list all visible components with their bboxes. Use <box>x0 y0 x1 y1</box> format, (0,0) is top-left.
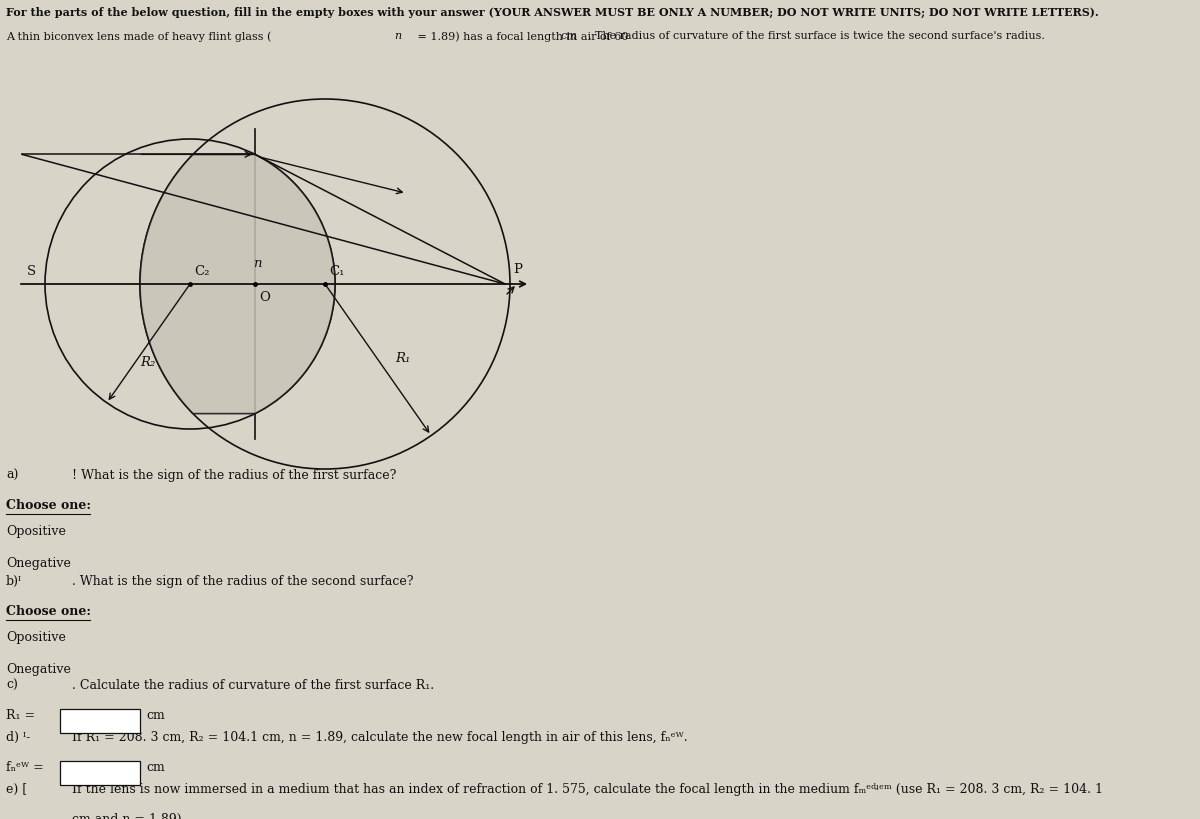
Text: For the parts of the below question, fill in the empty boxes with your answer (Y: For the parts of the below question, fil… <box>6 7 1099 18</box>
Text: S: S <box>28 265 36 278</box>
FancyBboxPatch shape <box>60 761 140 785</box>
Text: R₁: R₁ <box>395 352 410 365</box>
Text: . What is the sign of the radius of the second surface?: . What is the sign of the radius of the … <box>72 575 414 588</box>
Text: Onegative: Onegative <box>6 663 71 676</box>
FancyBboxPatch shape <box>60 709 140 733</box>
Text: fₙᵉᵂ =: fₙᵉᵂ = <box>6 761 43 774</box>
Text: Opositive: Opositive <box>6 525 66 538</box>
Text: ! What is the sign of the radius of the first surface?: ! What is the sign of the radius of the … <box>72 469 396 482</box>
Text: C₁: C₁ <box>329 265 344 278</box>
Text: R₂: R₂ <box>140 356 156 369</box>
Text: O: O <box>259 291 270 304</box>
Text: cm: cm <box>562 31 577 41</box>
Text: cm: cm <box>146 709 164 722</box>
Text: Onegative: Onegative <box>6 557 71 570</box>
Text: b)ᴵ: b)ᴵ <box>6 575 22 588</box>
Text: If R₁ = 208. 3 cm, R₂ = 104.1 cm, n = 1.89, calculate the new focal length in ai: If R₁ = 208. 3 cm, R₂ = 104.1 cm, n = 1.… <box>72 731 688 744</box>
Text: Choose one:: Choose one: <box>6 605 91 618</box>
Text: P: P <box>514 263 522 276</box>
Text: Opositive: Opositive <box>6 631 66 644</box>
Text: . Calculate the radius of curvature of the first surface R₁.: . Calculate the radius of curvature of t… <box>72 679 434 692</box>
Text: R₁ =: R₁ = <box>6 709 35 722</box>
Text: a): a) <box>6 469 18 482</box>
Text: n: n <box>394 31 401 41</box>
Text: Choose one:: Choose one: <box>6 499 91 512</box>
Text: If the lens is now immersed in a medium that has an index of refraction of 1. 57: If the lens is now immersed in a medium … <box>72 783 1103 796</box>
Text: = 1.89) has a focal length in air of 60: = 1.89) has a focal length in air of 60 <box>414 31 632 42</box>
Text: n: n <box>253 257 262 270</box>
Polygon shape <box>140 155 335 414</box>
Text: e) [: e) [ <box>6 783 28 796</box>
Text: c): c) <box>6 679 18 692</box>
Text: A thin biconvex lens made of heavy flint glass (: A thin biconvex lens made of heavy flint… <box>6 31 271 42</box>
Text: d) ᴵ-: d) ᴵ- <box>6 731 30 744</box>
Text: . The radius of curvature of the first surface is twice the second surface's rad: . The radius of curvature of the first s… <box>588 31 1045 41</box>
Text: cm and n = 1.89).: cm and n = 1.89). <box>72 813 186 819</box>
Text: C₂: C₂ <box>194 265 210 278</box>
Text: cm: cm <box>146 761 164 774</box>
